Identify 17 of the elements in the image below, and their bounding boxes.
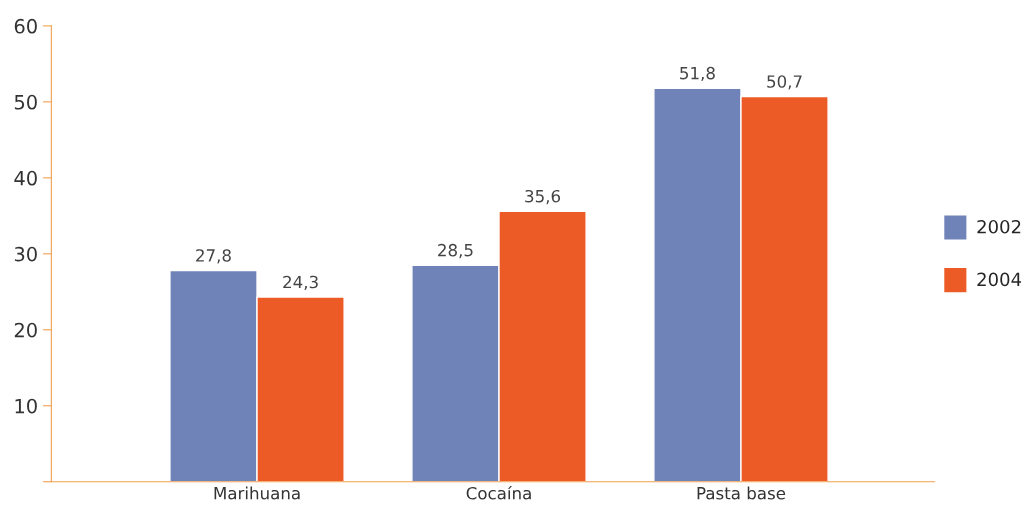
data-label: 35,6 xyxy=(525,189,561,205)
y-tick-label: 40 xyxy=(14,170,37,186)
y-tick-label: 50 xyxy=(14,94,37,110)
y-tick-label: 20 xyxy=(14,322,37,338)
legend-label: 2004 xyxy=(977,272,1022,287)
x-tick-label: Pasta base xyxy=(697,486,786,500)
y-tick-label: 10 xyxy=(15,398,37,414)
legend-label: 2002 xyxy=(977,219,1021,234)
y-tick-label: 60 xyxy=(14,18,37,34)
x-tick-label: Cocaína xyxy=(466,485,531,500)
y-tick-label: 30 xyxy=(14,246,37,262)
data-label: 24,3 xyxy=(283,275,318,291)
x-tick-label: Marihuana xyxy=(214,486,300,500)
data-label: 51,8 xyxy=(680,66,715,82)
data-label: 28,5 xyxy=(438,243,473,259)
data-label: 50,7 xyxy=(767,75,802,90)
data-label: 27,8 xyxy=(196,249,231,264)
